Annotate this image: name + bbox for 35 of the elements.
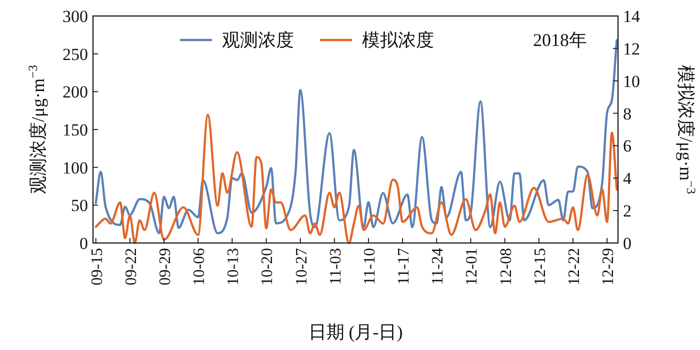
y-tick-label: 0	[80, 234, 88, 253]
x-tick-label: 12-29	[600, 248, 618, 286]
x-tick-label: 11-03	[327, 248, 344, 285]
x-tick-label: 12-15	[532, 248, 549, 286]
y-tick-label: 100	[62, 158, 88, 178]
y-tick-label: 300	[62, 7, 88, 26]
x-tick-label: 09-22	[122, 248, 140, 286]
y2-tick-label: 12	[623, 39, 640, 58]
x-tick-label: 09-29	[157, 248, 174, 286]
x-tick-label: 11-17	[396, 248, 413, 285]
legend-label: 模拟浓度	[362, 30, 434, 50]
annotation: 2018年	[533, 30, 587, 50]
x-tick-label: 12-22	[566, 248, 583, 286]
x-axis-title: 日期 (月-日)	[308, 322, 403, 342]
y2-tick-label: 0	[623, 234, 632, 253]
y-tick-label: 250	[62, 44, 88, 64]
x-tick-label: 10-27	[293, 248, 310, 286]
x-tick-label: 10-20	[259, 248, 276, 286]
y-tick-label: 150	[62, 120, 88, 140]
y2-tick-label: 2	[623, 202, 632, 221]
y2-tick-label: 10	[623, 72, 640, 91]
legend-label: 观测浓度	[222, 30, 294, 50]
x-tick-label: 09-15	[88, 248, 106, 286]
x-tick-label: 12-08	[498, 248, 515, 286]
y-tick-label: 50	[71, 196, 88, 216]
x-tick-label: 11-10	[361, 248, 378, 285]
x-tick-label: 10-06	[191, 248, 208, 286]
y2-tick-label: 8	[623, 104, 632, 124]
y2-tick-label: 4	[623, 169, 632, 188]
x-tick-label: 10-13	[225, 248, 242, 286]
x-tick-label: 12-01	[464, 248, 481, 286]
y-tick-label: 200	[62, 82, 88, 102]
y2-tick-label: 14	[623, 7, 640, 26]
x-tick-label: 11-24	[430, 248, 447, 285]
y2-tick-label: 6	[623, 136, 632, 156]
